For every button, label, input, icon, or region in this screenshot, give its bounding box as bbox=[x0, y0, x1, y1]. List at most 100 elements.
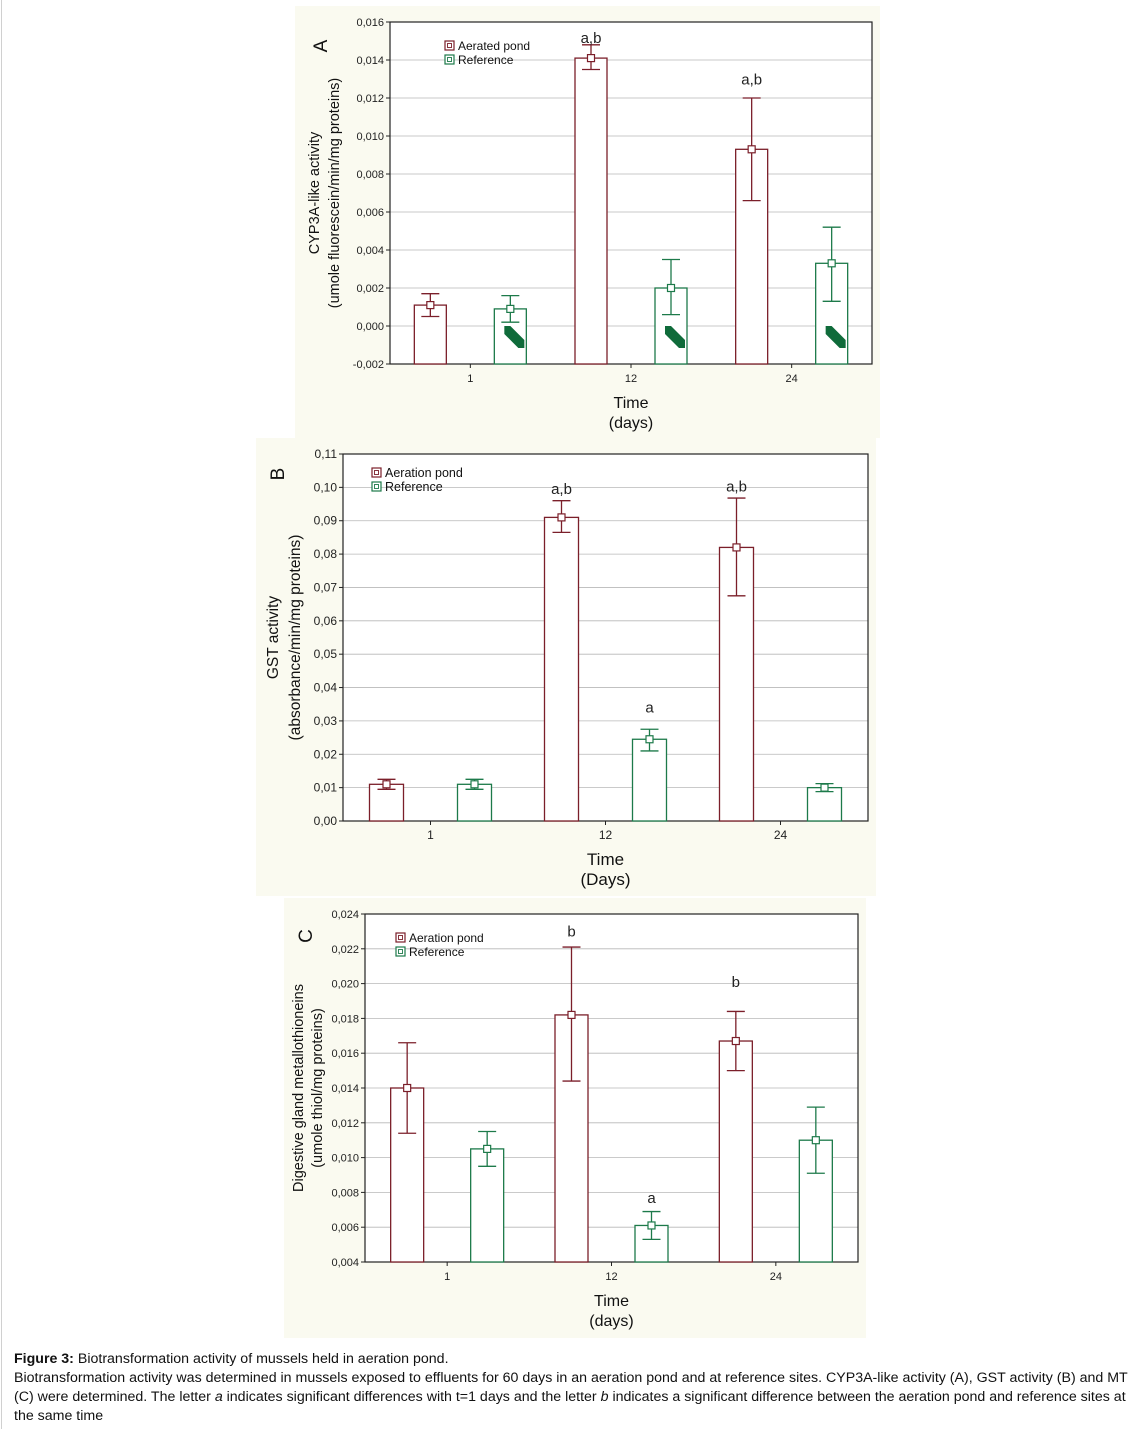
mean-marker-reference-12-b bbox=[645, 735, 654, 744]
caption-title-line: Figure 3: Biotransformation activity of … bbox=[14, 1350, 1130, 1369]
mean-marker-aeration-12-b bbox=[557, 513, 566, 522]
y-tick-label-a: 0,000 bbox=[356, 321, 384, 333]
y-tick-label-b: 0,01 bbox=[314, 781, 338, 795]
bar-aeration-1-b bbox=[368, 783, 405, 822]
mean-marker-aeration-24-c bbox=[731, 1036, 740, 1046]
legend-label-reference-c: Reference bbox=[409, 945, 465, 959]
bar-aerated-12-a bbox=[574, 57, 608, 365]
caption-body-3: indicates a significant difference betwe… bbox=[14, 1389, 1126, 1424]
hatch-mark-a bbox=[504, 326, 525, 348]
x-axis-sublabel-c: (days) bbox=[589, 1313, 633, 1330]
x-tick-label-b: 1 bbox=[427, 828, 434, 842]
y-tick-label-b: 0,10 bbox=[314, 480, 338, 494]
mean-marker-aerated-12-a bbox=[586, 53, 596, 63]
x-tick-label-b: 12 bbox=[599, 828, 613, 842]
legend-label-aeration-b: Aeration pond bbox=[385, 466, 463, 480]
bar-reference-12-b bbox=[631, 738, 668, 822]
y-tick-label-c: 0,018 bbox=[331, 1013, 359, 1025]
x-tick-label-c: 12 bbox=[605, 1271, 617, 1283]
mean-marker-aeration-12-c bbox=[567, 1010, 576, 1020]
mean-marker-aeration-24-b bbox=[732, 543, 741, 552]
mean-marker-reference-24-c bbox=[811, 1136, 820, 1145]
y-axis-label-c: Digestive gland metallothioneins bbox=[291, 984, 307, 1192]
y-tick-label-a: -0,002 bbox=[353, 359, 384, 371]
chart-panel-a: 0,016 0,014 0,012 0,010 0,008 0,006 0,004 0,002… bbox=[295, 6, 880, 438]
x-tick-label-b: 24 bbox=[774, 828, 788, 842]
legend-marker-c bbox=[398, 935, 403, 940]
hatch-mark-a bbox=[825, 326, 846, 348]
significance-label-c: b bbox=[567, 924, 575, 941]
significance-label-b: a,b bbox=[726, 478, 747, 495]
caption-letter-a: a bbox=[214, 1389, 223, 1405]
y-tick-label-a: 0,010 bbox=[356, 131, 384, 143]
y-tick-label-a: 0,004 bbox=[356, 245, 384, 257]
y-tick-label-c: 0,022 bbox=[331, 944, 359, 956]
y-tick-label-b: 0,09 bbox=[314, 514, 338, 528]
y-axis-sublabel-b: (absorbance/min/mg proteins) bbox=[287, 535, 304, 741]
caption-title: Biotransformation activity of mussels he… bbox=[77, 1351, 449, 1367]
y-tick-label-b: 0,00 bbox=[314, 814, 338, 828]
y-tick-label-c: 0,024 bbox=[331, 909, 359, 921]
bar-reference-1-b bbox=[456, 783, 493, 822]
x-axis-sublabel-a: (days) bbox=[609, 415, 653, 432]
bar-reference-1-c bbox=[470, 1148, 505, 1263]
y-axis-label-a: CYP3A-like activity bbox=[307, 131, 323, 254]
bar-aeration-24-c bbox=[718, 1040, 753, 1263]
y-tick-label-b: 0,05 bbox=[314, 647, 338, 661]
bar-reference-24-b bbox=[806, 786, 843, 822]
legend-marker-b bbox=[374, 470, 379, 475]
y-tick-label-a: 0,012 bbox=[356, 93, 384, 105]
y-tick-label-b: 0,08 bbox=[314, 547, 338, 561]
x-axis-label-a: Time bbox=[614, 395, 649, 412]
y-tick-label-b: 0,02 bbox=[314, 747, 338, 761]
y-tick-label-b: 0,06 bbox=[314, 614, 338, 628]
x-axis-label-c: Time bbox=[594, 1293, 629, 1310]
x-tick-label-c: 1 bbox=[444, 1271, 450, 1283]
mean-marker-reference-24-a bbox=[827, 259, 836, 268]
y-tick-label-c: 0,008 bbox=[331, 1187, 359, 1199]
mean-marker-aerated-24-a bbox=[747, 145, 756, 154]
legend-label-aerated-a: Aerated pond bbox=[458, 39, 530, 53]
chart-panel-b: 0,11 0,10 0,09 0,08 0,07 0,06 0,05 0,04 0,03 0,02… bbox=[256, 438, 876, 896]
legend-label-reference-b: Reference bbox=[385, 480, 443, 494]
y-tick-label-a: 0,008 bbox=[356, 169, 384, 181]
caption-body-1: Biotransformation activity was determine… bbox=[14, 1370, 1128, 1405]
y-tick-label-b: 0,11 bbox=[315, 447, 338, 461]
legend-marker-a bbox=[447, 57, 452, 62]
mean-marker-aeration-1-c bbox=[403, 1083, 412, 1093]
y-axis-sublabel-a: (umole fluorescein/min/mg proteins) bbox=[327, 78, 343, 308]
y-tick-label-a: 0,002 bbox=[356, 283, 384, 295]
significance-label-b: a bbox=[645, 700, 654, 717]
panel-letter-a: A bbox=[311, 39, 332, 52]
x-tick-label-c: 24 bbox=[770, 1271, 782, 1283]
mean-marker-reference-12-a bbox=[666, 283, 676, 293]
figure-caption: Figure 3: Biotransformation activity of … bbox=[14, 1350, 1130, 1426]
legend-label-aeration-c: Aeration pond bbox=[409, 931, 484, 945]
mean-marker-reference-1-c bbox=[483, 1144, 492, 1153]
legend-label-reference-a: Reference bbox=[458, 53, 514, 67]
page-left-rule bbox=[1, 0, 2, 1429]
plot-area-b bbox=[343, 454, 868, 821]
y-tick-label-a: 0,016 bbox=[356, 17, 384, 29]
x-axis-sublabel-b: (Days) bbox=[580, 870, 630, 889]
y-tick-label-b: 0,04 bbox=[314, 681, 338, 695]
x-tick-label-a: 24 bbox=[786, 373, 798, 385]
mean-marker-aerated-1-a bbox=[426, 301, 435, 310]
y-tick-label-a: 0,006 bbox=[356, 207, 384, 219]
y-axis-label-b: GST activity bbox=[265, 596, 282, 680]
chart-panel-c: 0,024 0,022 0,020 0,018 0,016 0,014 0,012 0,010… bbox=[284, 898, 866, 1338]
y-tick-label-b: 0,03 bbox=[314, 714, 338, 728]
bar-reference-12-c bbox=[634, 1224, 669, 1263]
significance-label-c: b bbox=[732, 974, 740, 991]
y-axis-sublabel-c: (umole thiol/mg proteins) bbox=[310, 1008, 326, 1168]
y-tick-label-c: 0,010 bbox=[331, 1153, 359, 1165]
caption-label: Figure 3: bbox=[14, 1351, 74, 1367]
legend-marker-a bbox=[447, 43, 452, 48]
mean-marker-reference-12-c bbox=[647, 1221, 656, 1230]
significance-label-c: a bbox=[647, 1190, 656, 1207]
caption-body: Biotransformation activity was determine… bbox=[14, 1369, 1130, 1426]
chart-a-svg: 0,016 0,014 0,012 0,010 0,008 0,006 0,004 0,002… bbox=[307, 17, 873, 432]
mean-marker-aeration-1-b bbox=[382, 780, 391, 789]
y-tick-label-c: 0,016 bbox=[331, 1048, 359, 1060]
y-tick-label-c: 0,020 bbox=[331, 979, 359, 991]
